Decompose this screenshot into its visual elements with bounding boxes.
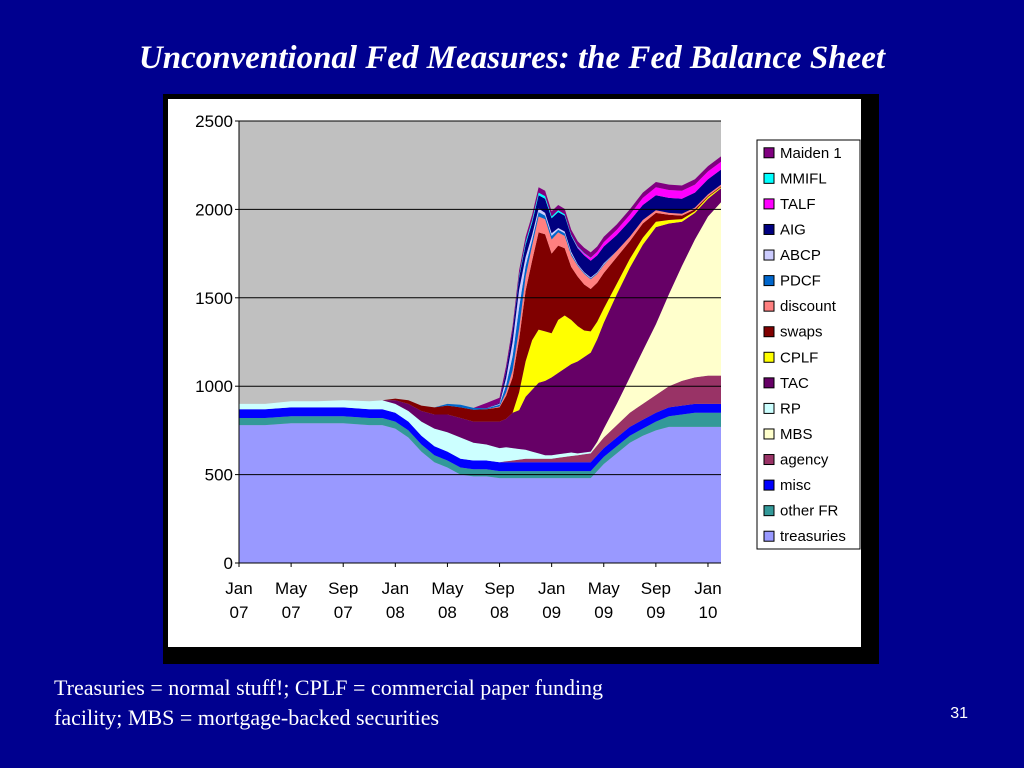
x-tick-label-month: Sep [641,579,671,598]
x-tick-label-month: May [588,579,621,598]
legend-label: other FR [780,503,839,520]
x-tick-label-year: 09 [542,603,561,622]
slide-title: Unconventional Fed Measures: the Fed Bal… [138,40,886,76]
legend-swatch [763,454,775,466]
legend-label: discount [780,298,837,315]
x-tick-label-month: Sep [484,579,514,598]
legend-swatch [763,530,775,542]
balance-sheet-chart: 0 500 1000 1500 2000 2500 Jan 07 May 07 Sep 07 Jan 08… [195,112,861,622]
x-tick-label-year: 08 [490,603,509,622]
legend-label: treasuries [780,528,846,545]
legend-label: swaps [780,324,823,341]
legend-swatch [763,300,775,312]
legend-swatch [763,377,775,389]
legend-swatch [763,147,775,159]
x-tick-label-month: Jan [694,579,721,598]
x-tick-label-year: 09 [646,603,665,622]
legend-swatch [763,351,775,363]
legend-label: MBS [780,426,813,443]
legend-label: agency [780,452,829,469]
x-tick-label-month: Jan [225,579,252,598]
legend-swatch [763,249,775,261]
series-area-agency [239,375,721,463]
legend-swatch [763,402,775,414]
legend-swatch [763,326,775,338]
x-tick-label-month: Sep [328,579,358,598]
x-tick-label-year: 10 [699,603,718,622]
x-tick-label-year: 09 [594,603,613,622]
legend-label: MMIFL [780,170,827,187]
legend-label: TAC [780,375,809,392]
y-tick-label: 0 [224,554,233,573]
legend-swatch [763,172,775,184]
series-area-treasuries [239,423,721,563]
legend-swatch [763,275,775,287]
chart-frame: 0 500 1000 1500 2000 2500 Jan 07 May 07 Sep 07 Jan 08… [163,94,879,664]
x-tick-label-month: May [431,579,464,598]
legend-swatch [763,479,775,491]
legend-swatch [763,223,775,235]
legend-swatch [763,428,775,440]
x-tick-label-month: Jan [382,579,409,598]
legend-label: misc [780,477,811,494]
y-tick-label: 2000 [195,200,233,219]
legend-label: Maiden 1 [780,145,842,162]
slide-caption: Treasuries = normal stuff!; CPLF = comme… [54,673,814,733]
x-tick-label-month: May [275,579,308,598]
series-area-tac [239,188,721,456]
page-number: 31 [950,705,968,722]
legend-swatch [763,198,775,210]
y-tick-label: 2500 [195,112,233,131]
legend-label: CPLF [780,349,818,366]
x-tick-label-year: 08 [438,603,457,622]
y-tick-label: 1500 [195,289,233,308]
caption-line-2: facility; MBS = mortgage-backed securiti… [54,705,440,730]
legend-swatch [763,505,775,517]
series-area-misc [239,403,721,472]
legend-label: PDCF [780,273,821,290]
series-area-other-fr [239,412,721,479]
x-tick-label-year: 07 [230,603,249,622]
x-tick-label-year: 07 [334,603,353,622]
legend-label: AIG [780,221,806,238]
legend-label: ABCP [780,247,821,264]
legend-label: TALF [780,196,816,213]
x-tick-label-year: 07 [282,603,301,622]
x-tick-label-month: Jan [538,579,565,598]
legend-label: RP [780,400,801,417]
y-tick-label: 1000 [195,377,233,396]
y-tick-label: 500 [205,466,233,485]
x-tick-label-year: 08 [386,603,405,622]
chart-panel: 0 500 1000 1500 2000 2500 Jan 07 May 07 Sep 07 Jan 08… [168,99,861,647]
caption-line-1: Treasuries = normal stuff!; CPLF = comme… [54,675,604,700]
